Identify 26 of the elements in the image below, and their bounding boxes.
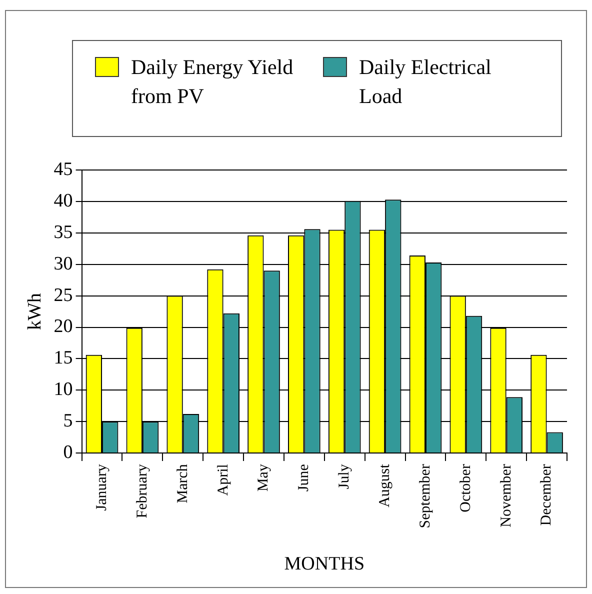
x-tick-label: February <box>134 464 150 518</box>
x-tick-label: July <box>336 464 353 490</box>
y-tick-label: 35 <box>54 222 73 243</box>
x-tick-label: October <box>458 464 474 512</box>
x-tick-label: April <box>215 464 232 496</box>
y-tick-label: 10 <box>54 379 73 400</box>
x-tick-label: May <box>256 464 272 492</box>
x-tick-label: September <box>417 464 434 528</box>
y-tick-label: 30 <box>54 253 73 274</box>
x-tick-label: November <box>498 464 514 528</box>
y-tick-label: 20 <box>54 316 73 338</box>
y-tick-label: 25 <box>54 284 73 306</box>
y-tick-label: 45 <box>54 158 73 180</box>
x-tick-label: August <box>376 463 393 508</box>
y-tick-label: 15 <box>54 348 73 369</box>
y-tick-label: 40 <box>54 190 73 212</box>
x-tick-label: December <box>538 464 555 526</box>
legend-label: Daily Electrical Load <box>359 54 492 110</box>
x-tick-label: January <box>94 464 110 511</box>
y-tick-label: 5 <box>63 410 73 432</box>
x-axis-title: MONTHS <box>284 554 365 575</box>
legend-label: Daily Energy Yield from PV <box>131 54 294 110</box>
y-axis-title: kWh <box>24 292 46 330</box>
x-tick-label: March <box>174 464 191 504</box>
x-tick-label: June <box>296 464 312 492</box>
y-tick-label: 0 <box>63 442 73 464</box>
